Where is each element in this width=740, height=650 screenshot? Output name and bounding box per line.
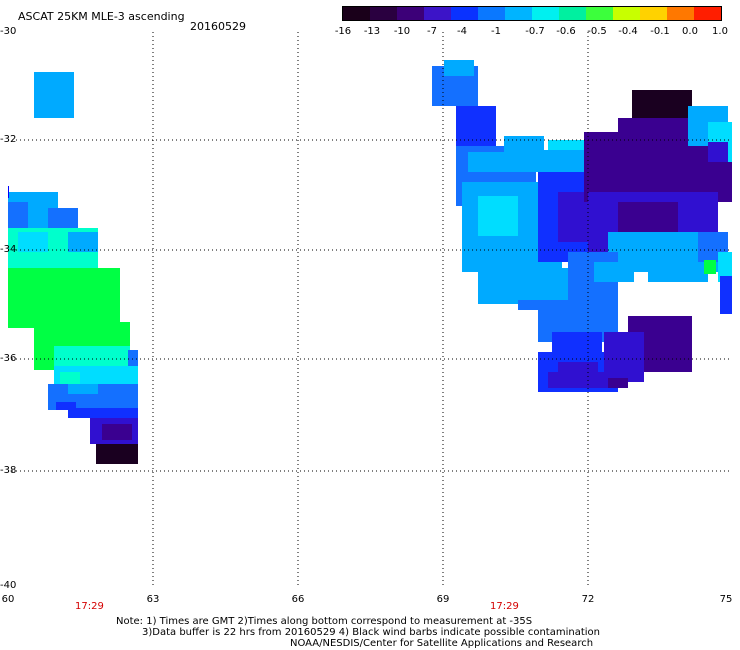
- colorbar-label: -0.7: [525, 26, 545, 37]
- wind-cell: [8, 268, 120, 328]
- colorbar-seg: [370, 7, 397, 20]
- wind-cell: [478, 196, 518, 236]
- time-label: 17:29: [75, 601, 104, 612]
- y-label: -30: [0, 26, 17, 37]
- colorbar: [342, 6, 722, 21]
- colorbar-seg: [343, 7, 370, 20]
- wind-cell: [18, 232, 48, 252]
- colorbar-seg: [451, 7, 478, 20]
- map-date: 20160529: [190, 20, 246, 33]
- colorbar-seg: [559, 7, 586, 20]
- wind-cell: [8, 202, 28, 232]
- wind-cell: [594, 262, 634, 282]
- x-label: 60: [1, 594, 15, 605]
- y-label: -40: [0, 580, 17, 591]
- colorbar-seg: [424, 7, 451, 20]
- x-label: 69: [436, 594, 450, 605]
- wind-cell: [102, 424, 132, 440]
- colorbar-label: -1: [491, 26, 501, 37]
- wind-cell: [720, 276, 732, 314]
- colorbar-seg: [667, 7, 694, 20]
- wind-cells: [8, 60, 732, 464]
- wind-cell: [444, 60, 474, 76]
- colorbar-label: -13: [363, 26, 381, 37]
- wind-cell: [718, 252, 732, 282]
- wind-cell: [618, 118, 688, 138]
- colorbar-label: -16: [334, 26, 352, 37]
- colorbar-seg: [613, 7, 640, 20]
- wind-cell: [478, 268, 568, 304]
- wind-cell: [60, 372, 80, 386]
- wind-cell: [468, 152, 508, 172]
- wind-cell: [128, 350, 138, 370]
- colorbar-seg: [397, 7, 424, 20]
- x-label: 66: [291, 594, 305, 605]
- footer-note-2: 3)Data buffer is 22 hrs from 20160529 4)…: [142, 627, 600, 638]
- colorbar-label: -7: [427, 26, 437, 37]
- colorbar-label: -0.1: [650, 26, 670, 37]
- footer-credit: NOAA/NESDIS/Center for Satellite Applica…: [290, 638, 594, 649]
- colorbar-label: -4: [457, 26, 467, 37]
- wind-cell: [96, 444, 138, 464]
- grid-lines: [8, 32, 732, 586]
- y-label: -36: [0, 353, 17, 364]
- wind-map: [8, 32, 732, 586]
- wind-cell: [552, 332, 602, 352]
- wind-cell: [608, 378, 628, 388]
- colorbar-label: -0.4: [618, 26, 638, 37]
- colorbar-seg: [694, 7, 721, 20]
- x-label: 63: [146, 594, 160, 605]
- colorbar-label: 0.0: [682, 26, 698, 37]
- colorbar-seg: [532, 7, 559, 20]
- wind-cell: [618, 202, 678, 232]
- y-label: -34: [0, 244, 17, 255]
- colorbar-seg: [586, 7, 613, 20]
- y-label: -32: [0, 134, 17, 145]
- x-label: 75: [719, 594, 733, 605]
- colorbar-label: -0.6: [556, 26, 576, 37]
- colorbar-label: -10: [393, 26, 411, 37]
- colorbar-seg: [640, 7, 667, 20]
- wind-cell: [68, 232, 98, 252]
- footer-note-1: Note: 1) Times are GMT 2)Times along bot…: [116, 616, 533, 627]
- time-label: 17:29: [490, 601, 519, 612]
- x-label: 72: [581, 594, 595, 605]
- map-title: ASCAT 25KM MLE-3 ascending: [18, 10, 185, 23]
- wind-cell: [54, 346, 130, 366]
- wind-cell: [68, 408, 138, 418]
- colorbar-label: 1.0: [712, 26, 728, 37]
- colorbar-seg: [505, 7, 532, 20]
- wind-cell: [708, 142, 728, 162]
- wind-cell: [56, 402, 76, 410]
- wind-cell: [632, 90, 692, 120]
- wind-cell: [456, 106, 496, 152]
- y-label: -38: [0, 465, 17, 476]
- wind-cell: [68, 384, 98, 394]
- wind-cell: [34, 72, 74, 118]
- wind-cell: [704, 260, 716, 274]
- colorbar-label: -0.5: [587, 26, 607, 37]
- wind-cell: [504, 136, 544, 172]
- colorbar-seg: [478, 7, 505, 20]
